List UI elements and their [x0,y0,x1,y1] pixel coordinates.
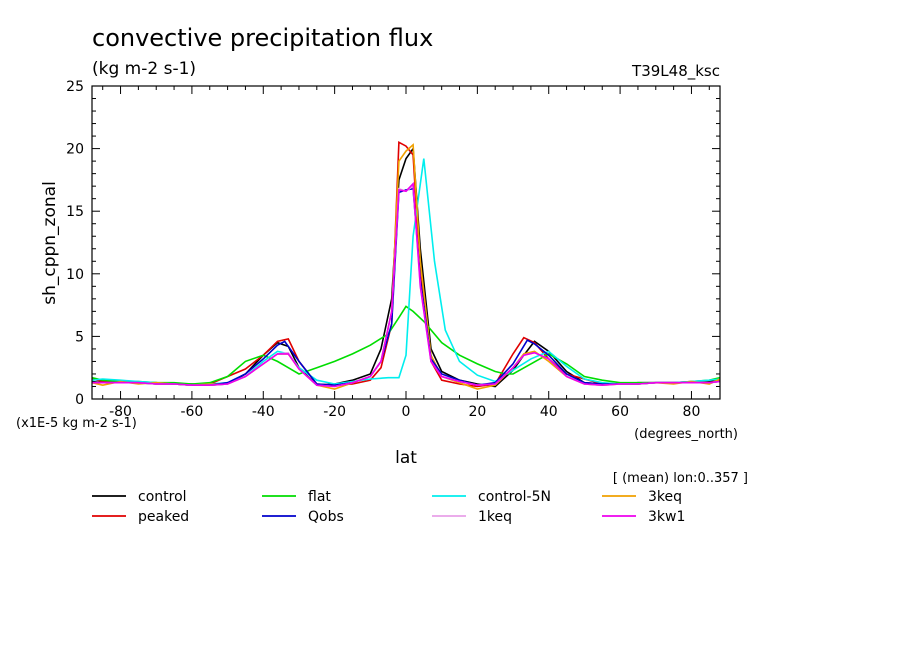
legend-item-3keq: 3keq [602,489,682,505]
y-tick-label: 5 [75,329,84,345]
x-axis-label: lat [395,448,417,468]
x-tick-label: 80 [683,404,701,420]
x-tick-label: 60 [611,404,629,420]
chart-title: convective precipitation flux [92,24,433,52]
legend-label: 3keq [648,489,682,505]
legend-item-Qobs: Qobs [262,509,344,525]
y-tick-label: 10 [66,267,84,283]
legend: control flat control-5N 3keq peaked Qobs 1keq 3… [92,489,685,525]
series-layer [91,140,721,390]
legend-label: control [138,489,187,505]
legend-item-control-5N: control-5N [432,489,551,505]
legend-label: 1keq [478,509,512,525]
x-tick-label: 20 [468,404,486,420]
y-scale-note: (x1E-5 kg m-2 s-1) [16,416,137,431]
legend-label: control-5N [478,489,551,505]
series-line-control-5N [91,158,721,387]
x-tick-label: -20 [323,404,346,420]
chart-units-subtitle: (kg m-2 s-1) [92,59,196,79]
mean-note: [ (mean) lon:0..357 ] [613,471,748,486]
legend-label: Qobs [308,509,344,525]
legend-label: peaked [138,509,189,525]
x-tick-label: 40 [540,404,558,420]
legend-label: flat [308,489,331,505]
x-tick-label: 0 [402,404,411,420]
y-axis-label: sh_cppn_zonal [40,181,60,305]
legend-item-peaked: peaked [92,509,189,525]
legend-item-flat: flat [262,489,331,505]
legend-item-1keq: 1keq [432,509,512,525]
y-tick-label: 25 [66,79,84,95]
series-line-3kw1 [92,181,721,388]
x-axis-units: (degrees_north) [634,427,738,442]
x-tick-label: -80 [109,404,132,420]
legend-item-3kw1: 3kw1 [602,509,685,525]
x-tick-label: -60 [180,404,203,420]
x-tick-label: -40 [252,404,275,420]
series-line-flat [91,305,721,385]
legend-item-control: control [92,489,187,505]
y-tick-label: 0 [75,392,84,408]
axes-layer: -80 -60 -40 -20 0 20 40 60 80 0 5 10 15 20 25 [66,79,721,420]
experiment-tag: T39L48_ksc [631,62,720,81]
y-tick-label: 20 [66,142,84,158]
legend-label: 3kw1 [648,509,685,525]
y-tick-label: 15 [66,204,84,220]
